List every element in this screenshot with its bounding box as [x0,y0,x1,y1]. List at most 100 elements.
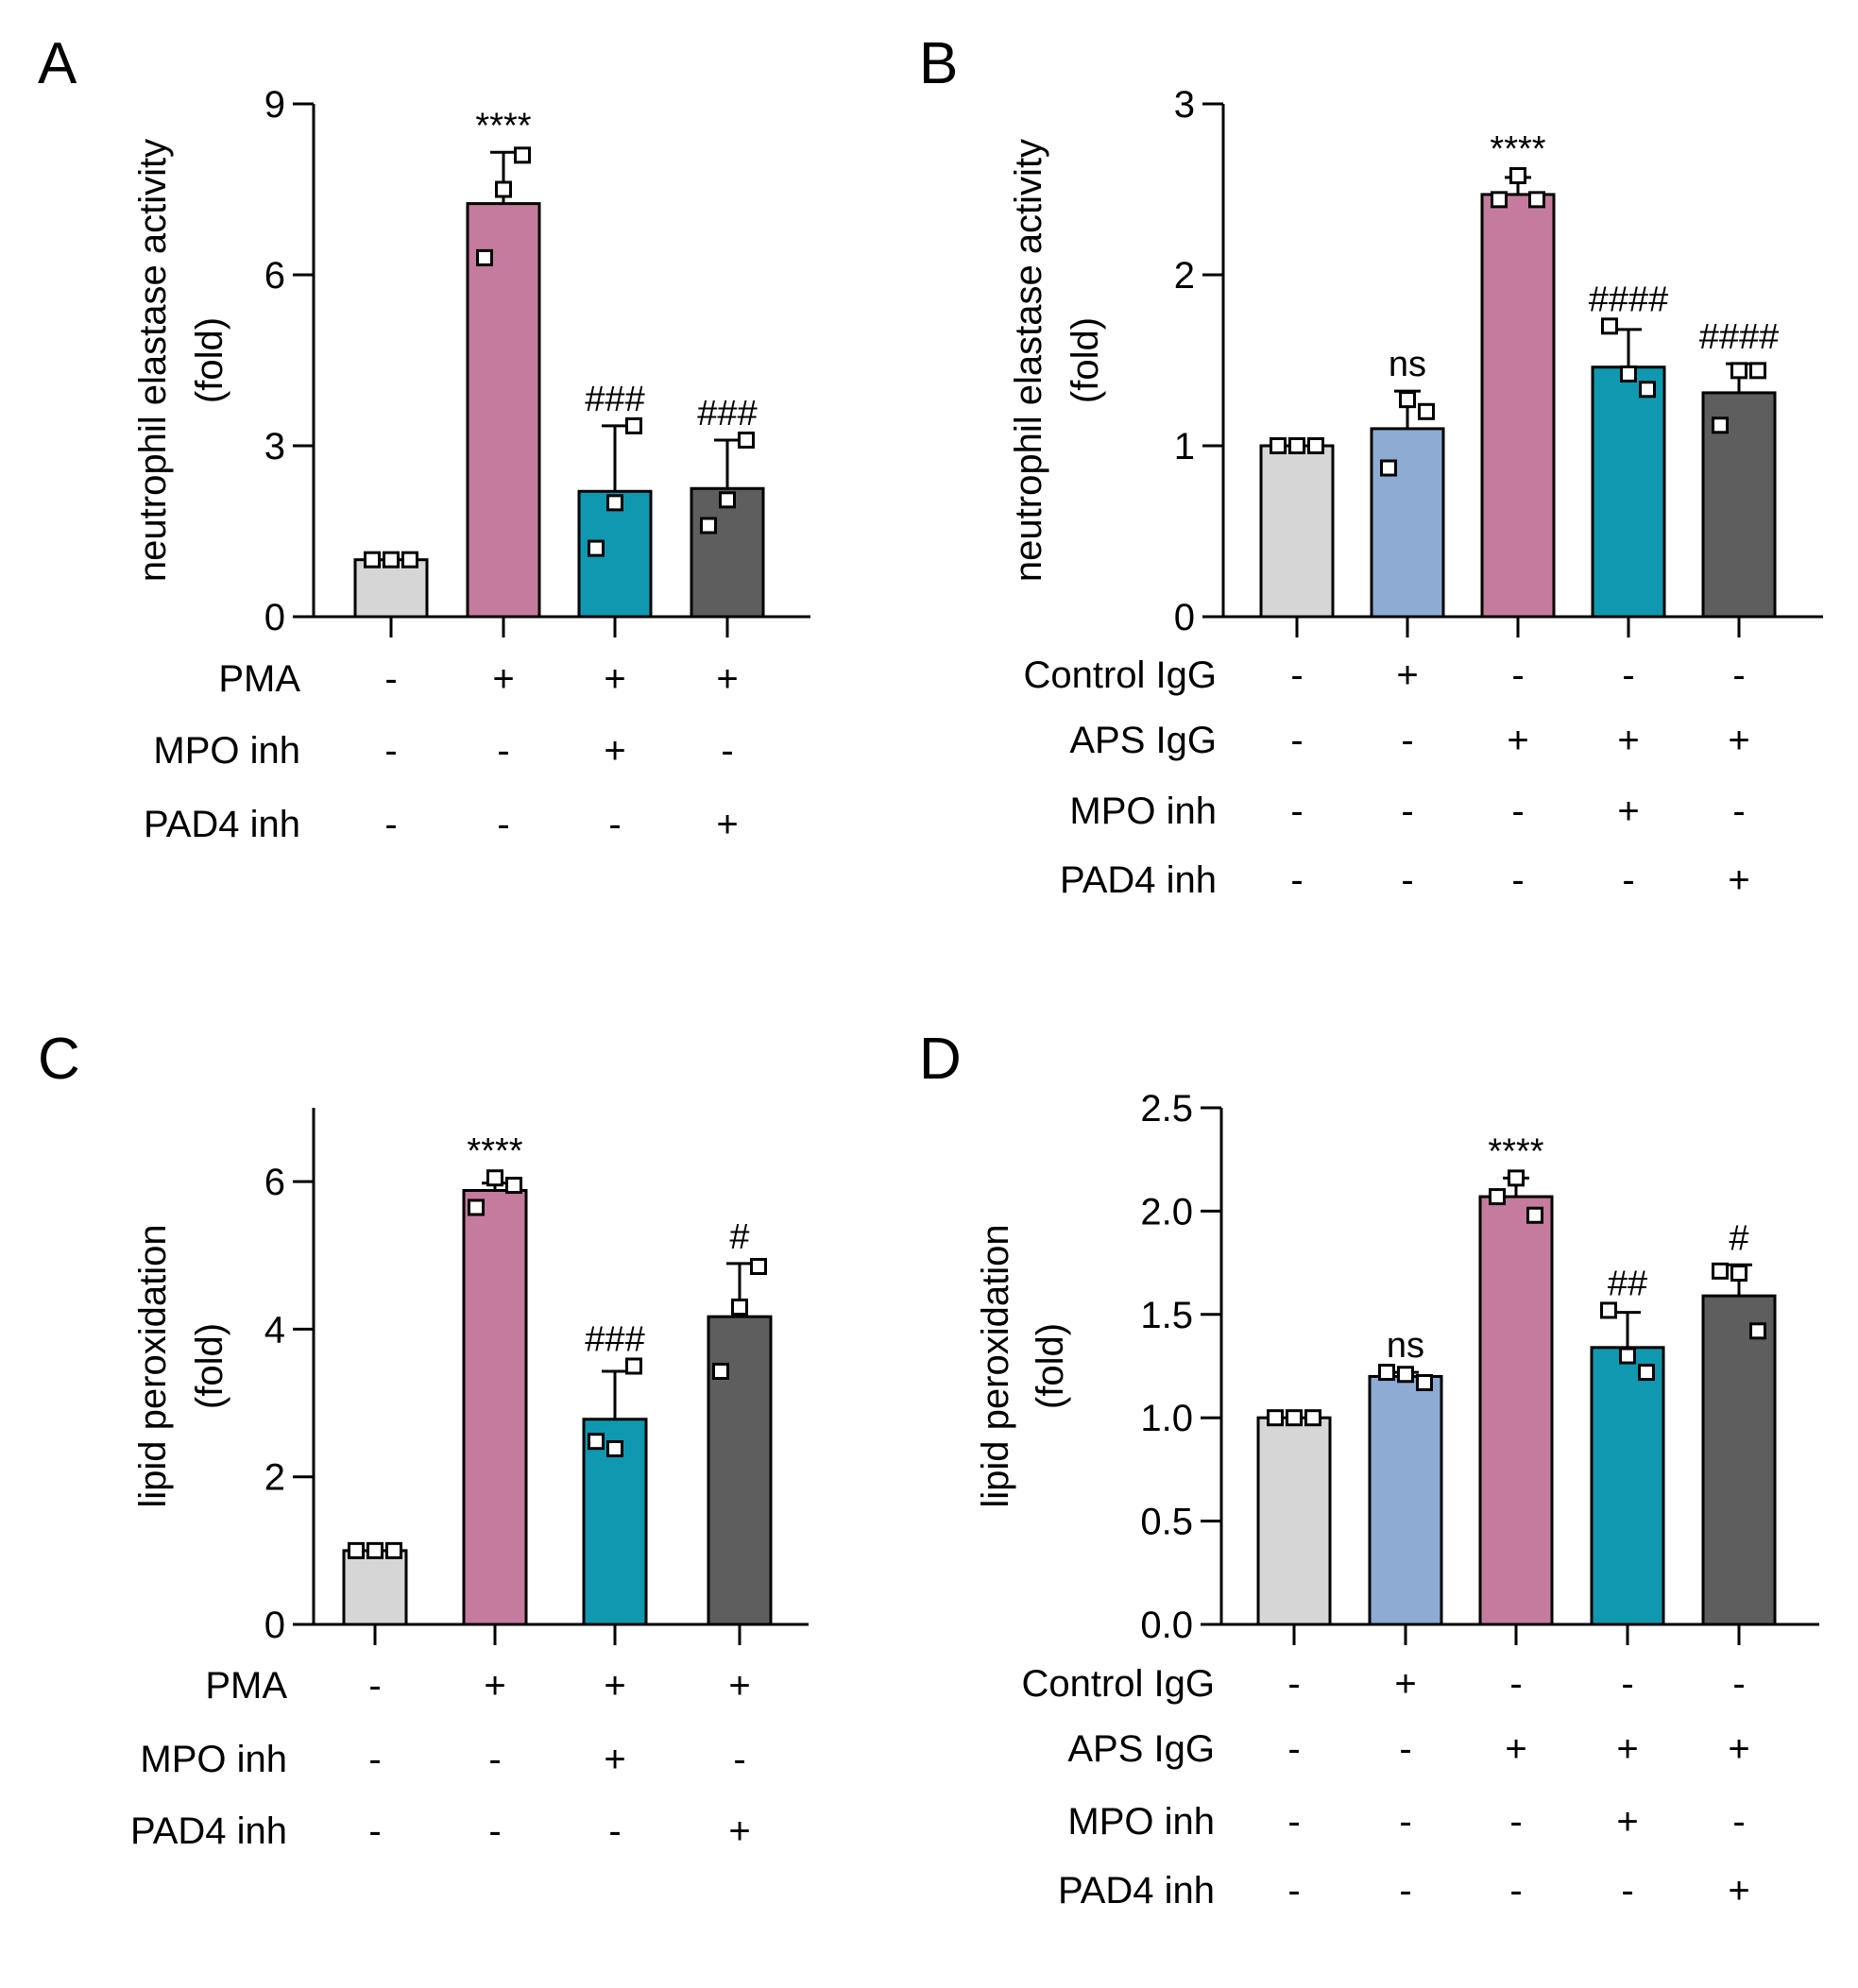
y-tick-label: 0.5 [1140,1502,1193,1543]
treatment-sign: - [1287,1663,1300,1705]
treatment-sign: - [721,730,733,772]
data-point [1601,317,1618,335]
y-axis-title: neutrophil elastase activity [1008,139,1049,582]
significance-label: #### [1699,317,1780,357]
treatment-sign: + [1728,859,1749,901]
data-point [1304,1409,1321,1427]
data-point [401,551,418,569]
y-axis-unit: (fold) [1065,317,1106,403]
treatment-sign: + [1616,1801,1638,1843]
treatment-sign: - [1509,1663,1522,1705]
data-point [606,494,623,512]
treatment-label: MPO inh [140,1739,287,1780]
treatment-label: PAD4 inh [144,804,300,845]
data-point [1397,1366,1414,1384]
treatment-label: PMA [205,1665,287,1707]
y-tick-label: 0 [1174,597,1195,638]
panel-letter: D [919,1027,962,1092]
treatment-sign: - [1511,859,1524,901]
bar [1478,1195,1554,1626]
y-tick-label: 2.0 [1140,1191,1193,1232]
treatment-sign: - [1287,1801,1300,1843]
data-point [1749,362,1766,380]
data-point [731,1298,748,1316]
significance-label: **** [1488,1131,1543,1171]
treatment-sign: + [1728,720,1749,761]
treatment-sign: + [604,1665,625,1707]
treatment-sign: + [716,658,738,700]
bar [353,558,429,619]
data-point [1619,1347,1636,1365]
y-tick-label: 2.5 [1140,1088,1193,1130]
data-point [476,248,493,266]
treatment-sign: - [608,1810,621,1852]
treatment-sign: + [1507,720,1528,761]
data-point [1380,459,1397,477]
treatment-sign: - [1401,720,1413,761]
y-tick-label: 1 [1174,426,1195,467]
treatment-sign: - [1290,720,1303,761]
data-point [1526,1206,1543,1224]
treatment-sign: - [368,1665,381,1707]
data-point [366,1541,384,1559]
y-tick-label: 3 [264,426,285,467]
data-point [468,1198,485,1216]
significance-label: ## [1608,1264,1647,1303]
significance-label: ns [1389,345,1426,384]
y-axis-title: lipid peroxidation [132,1224,174,1507]
data-point [1286,1409,1303,1427]
treatment-sign: - [1511,790,1524,832]
treatment-sign: + [728,1810,750,1852]
treatment-sign: - [1290,790,1303,832]
treatment-sign: - [384,658,397,700]
y-tick-label: 3 [1174,84,1195,126]
data-point [712,1362,729,1380]
treatment-sign: - [1399,1870,1411,1912]
data-point [588,1433,605,1451]
y-axis-unit: (fold) [189,1323,230,1409]
data-point [1730,1265,1747,1283]
significance-label: ns [1387,1326,1424,1366]
treatment-label: Control IgG [1023,654,1217,696]
treatment-label: APS IgG [1069,720,1217,761]
bar [466,202,541,619]
y-axis-title: lipid peroxidation [975,1224,1016,1507]
treatment-sign: - [1290,859,1303,901]
y-tick-label: 0.0 [1140,1605,1193,1646]
data-point [1508,1169,1525,1187]
treatment-sign: + [604,730,625,772]
treatment-sign: + [1396,654,1418,696]
data-point [625,416,642,434]
data-point [1267,1409,1284,1427]
data-point [750,1258,767,1276]
treatment-label: PAD4 inh [1058,1870,1215,1912]
significance-label: ### [697,394,757,433]
treatment-sign: - [1511,654,1524,696]
bar [1256,1416,1332,1626]
treatment-label: Control IgG [1021,1663,1215,1705]
y-axis-unit: (fold) [189,317,230,403]
bar [1368,1374,1443,1626]
treatment-sign: + [1616,1728,1638,1770]
data-point [719,491,736,509]
treatment-sign: - [497,804,509,845]
treatment-sign: + [716,804,738,845]
data-point [1491,191,1508,209]
significance-label: # [729,1217,749,1257]
data-point [1509,167,1526,185]
treatment-sign: - [488,1739,501,1780]
treatment-sign: - [497,730,509,772]
treatment-label: MPO inh [1067,1801,1215,1843]
panel-letter: C [38,1027,80,1092]
data-point [1416,1374,1433,1392]
treatment-label: PAD4 inh [130,1810,287,1852]
bar [1701,1294,1777,1626]
significance-label: **** [1490,129,1545,169]
data-point [588,539,605,557]
treatment-sign: - [488,1810,501,1852]
bar [1480,193,1556,619]
data-point [1749,1322,1766,1340]
